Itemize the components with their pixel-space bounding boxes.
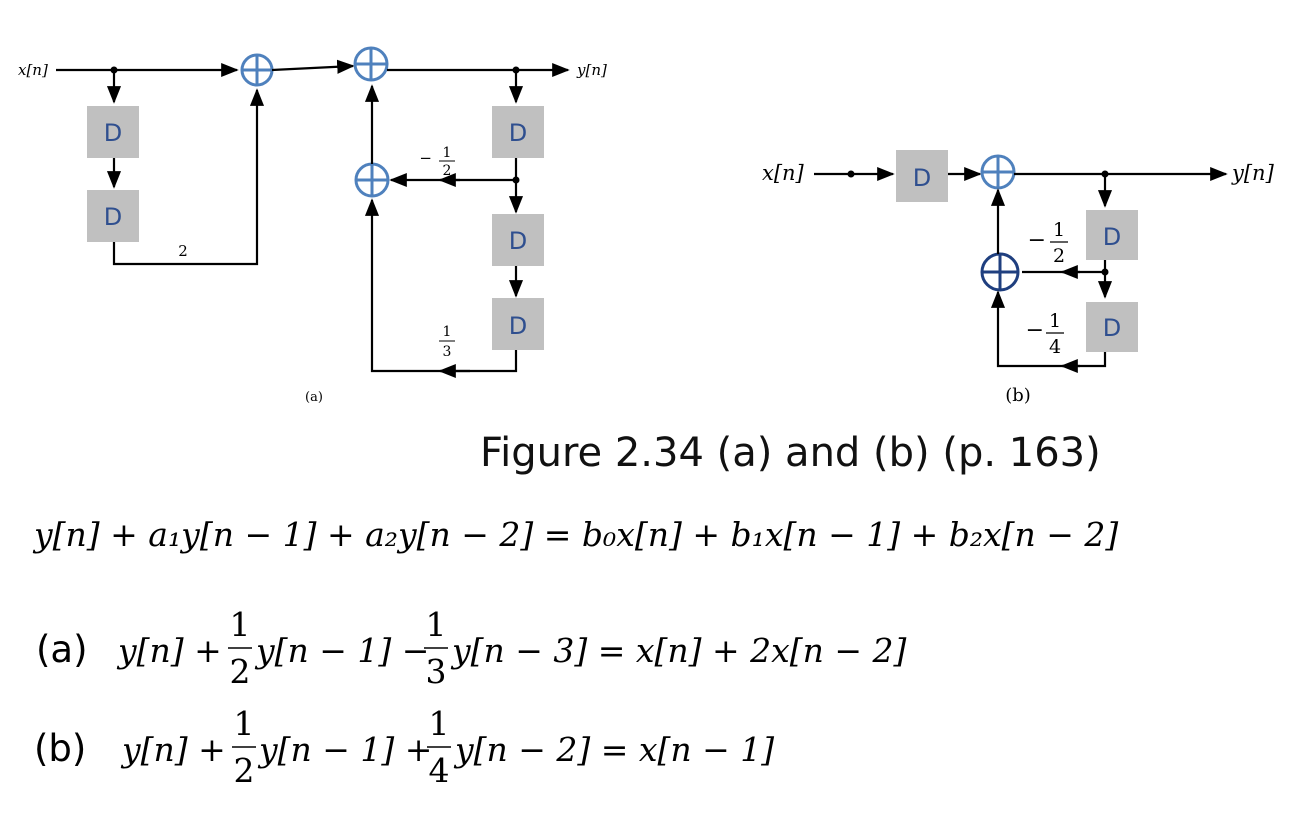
equation-general: y[n] + a₁y[n − 1] + a₂y[n − 2] = b₀x[n] … — [32, 515, 1118, 554]
a-adder-3 — [354, 162, 390, 198]
svg-text:1: 1 — [234, 704, 255, 743]
a-delay-5 — [492, 298, 544, 350]
b-output-label: y[n] — [1231, 161, 1275, 185]
svg-text:1: 1 — [230, 605, 251, 644]
a-delay-5-label: D — [509, 312, 527, 340]
b-delay-3 — [1086, 302, 1138, 352]
equation-a-label: (a) — [36, 628, 88, 671]
a-caption: (a) — [305, 390, 323, 405]
svg-text:y[n] +: y[n] + — [120, 730, 226, 769]
b-gain-half-den: 2 — [1053, 245, 1065, 267]
a-gain-half-num: 1 — [443, 145, 452, 161]
b-delay-3-label: D — [1103, 314, 1121, 342]
a-gain-2: 2 — [178, 242, 188, 260]
b-gain-quarter-den: 4 — [1049, 336, 1061, 358]
a-output-label: y[n] — [576, 61, 607, 79]
b-gain-half-num: 1 — [1053, 219, 1065, 241]
b-delay-2 — [1086, 210, 1138, 260]
b-delay-2-label: D — [1103, 223, 1121, 251]
a-gain-third-num: 1 — [443, 324, 452, 340]
a-adder-1 — [240, 53, 274, 87]
diagram-a: x[n] D D 2 y[n] D — [18, 46, 607, 405]
figure-title: Figure 2.34 (a) and (b) (p. 163) — [480, 430, 1101, 476]
b-adder-1 — [980, 154, 1016, 190]
svg-text:y[n − 1] +: y[n − 1] + — [257, 730, 432, 769]
b-feedback-quarter — [990, 290, 1107, 368]
equation-b: (b) y[n] + 1 2 y[n − 1] + 1 4 y[n − 2] =… — [34, 704, 774, 790]
a-adder-2 — [353, 46, 389, 82]
svg-text:1: 1 — [429, 704, 450, 743]
a-delay-1 — [87, 106, 139, 158]
b-adder-2 — [980, 252, 1020, 292]
a-delay-4-label: D — [509, 227, 527, 255]
a-feedforward-path — [112, 88, 265, 266]
equation-a: (a) y[n] + 1 2 y[n − 1] − 1 3 y[n − 3] =… — [36, 605, 907, 691]
b-caption: (b) — [1005, 385, 1031, 406]
a-input-label: x[n] — [18, 61, 48, 79]
b-delay-1 — [896, 150, 948, 202]
a-delay-3 — [492, 106, 544, 158]
a-delay-2 — [87, 190, 139, 242]
a-delay-1-label: D — [104, 119, 122, 147]
a-delay-3-label: D — [509, 119, 527, 147]
svg-text:y[n] +: y[n] + — [116, 631, 222, 670]
a-gain-half-den: 2 — [443, 163, 452, 179]
svg-text:y[n − 2] = x[n − 1]: y[n − 2] = x[n − 1] — [453, 730, 774, 769]
b-gain-quarter-num: 1 — [1049, 310, 1061, 332]
a-delay-2-label: D — [104, 203, 122, 231]
svg-text:2: 2 — [230, 652, 251, 691]
svg-text:1: 1 — [426, 605, 447, 644]
svg-text:y[n − 3] = x[n] + 2x[n − 2]: y[n − 3] = x[n] + 2x[n − 2] — [450, 631, 907, 670]
svg-text:3: 3 — [426, 652, 447, 691]
svg-text:y[n − 1] −: y[n − 1] − — [254, 631, 429, 670]
b-input-label: x[n] — [762, 161, 805, 185]
svg-text:−: − — [419, 149, 432, 167]
svg-text:2: 2 — [234, 751, 255, 790]
b-delay-1-label: D — [913, 164, 931, 192]
diagram-b: x[n] D y[n] D D − 1 2 — [762, 150, 1275, 406]
svg-text:−: − — [1026, 318, 1044, 343]
equation-b-label: (b) — [34, 727, 86, 770]
a-gain-third-den: 3 — [443, 344, 452, 360]
a-delay-4 — [492, 214, 544, 266]
svg-text:4: 4 — [429, 751, 450, 790]
svg-text:−: − — [1028, 228, 1046, 253]
